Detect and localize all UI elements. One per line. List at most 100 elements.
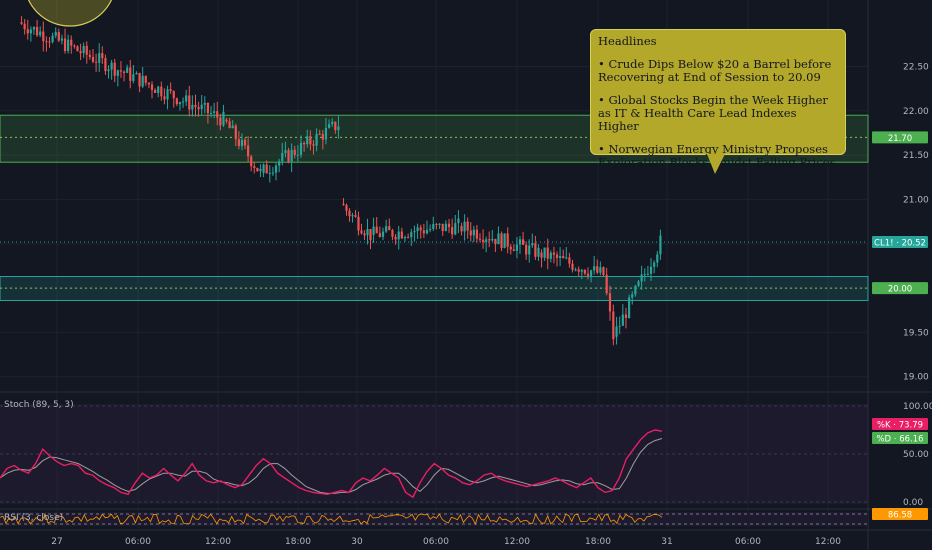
x-tick-label: 12:00 (504, 537, 530, 547)
candle-body (649, 266, 653, 274)
candle-body (147, 82, 151, 85)
x-tick-label: 18:00 (585, 537, 611, 547)
x-tick-label: 30 (351, 537, 363, 547)
rsi-title: RSI (3, close) (4, 513, 63, 523)
price-badge (872, 235, 928, 248)
candle-body (540, 252, 543, 258)
candle-body (509, 246, 512, 250)
candle-body (181, 101, 185, 103)
candle-body (54, 32, 57, 36)
x-tick-label: 06:00 (735, 537, 761, 547)
candle-body (659, 235, 662, 255)
candle-body (45, 41, 48, 43)
candle-body (122, 71, 126, 73)
candle-body (621, 314, 624, 326)
candle-body (150, 84, 154, 90)
candle-body (429, 228, 432, 230)
candle-body (466, 221, 469, 231)
candle-body (318, 133, 321, 135)
candle-body (342, 203, 345, 206)
x-tick-label: 06:00 (423, 537, 449, 547)
candle-body (82, 45, 85, 54)
candle-body (534, 243, 537, 257)
candle-body (605, 274, 608, 294)
candle-body (416, 227, 419, 232)
candle-body (441, 223, 444, 232)
candle-body (175, 98, 178, 105)
candle-body (262, 164, 265, 173)
candle-body (107, 69, 110, 72)
candle-body (76, 46, 79, 52)
candle-body (354, 215, 357, 217)
candle-body (631, 294, 634, 298)
candle-body (315, 133, 318, 146)
candle-body (410, 232, 413, 238)
callout-pointer (707, 154, 725, 174)
candle-body (500, 233, 503, 249)
candle-body (197, 107, 200, 110)
candle-body (555, 254, 559, 258)
x-tick-label: 18:00 (285, 537, 311, 547)
candle-body (381, 231, 385, 237)
candle-body (296, 154, 299, 156)
candle-body (231, 125, 234, 129)
candle-body (640, 274, 643, 282)
candle-body (559, 256, 562, 258)
candle-body (391, 230, 394, 237)
candle-body (454, 223, 457, 235)
candle-body (366, 229, 369, 236)
candle-body (293, 149, 296, 155)
candle-body (191, 104, 194, 110)
candle-body (562, 256, 565, 259)
candle-body (488, 239, 491, 241)
price-candles (20, 0, 662, 346)
rsi-badge (872, 508, 928, 520)
candle-body (29, 29, 32, 34)
candle-body (321, 134, 324, 140)
candle-body (160, 86, 163, 97)
candle-body (357, 216, 360, 231)
candle-body (444, 223, 447, 232)
candle-body (643, 274, 646, 276)
candle-body (51, 35, 54, 42)
candle-body (154, 89, 157, 93)
candle-body (126, 67, 129, 73)
candle-body (271, 172, 275, 174)
price-badge-text: CL1! · 20.52 (874, 238, 926, 248)
candle-body (432, 224, 435, 229)
candle-body (157, 86, 160, 93)
candle-body (425, 229, 429, 234)
candle-body (101, 53, 104, 59)
candle-body (413, 231, 416, 233)
candle-body (32, 27, 36, 30)
candle-body (324, 127, 328, 140)
candle-body (447, 223, 451, 228)
candle-body (219, 117, 222, 126)
candle-body (88, 54, 91, 57)
candle-body (23, 23, 26, 30)
candle-body (515, 244, 519, 251)
candle-body (216, 111, 219, 118)
candle-body (472, 229, 475, 236)
candle-body (334, 121, 337, 131)
candle-body (57, 32, 60, 41)
headlines-callout: Headlines • Crude Dips Below $20 a Barre… (590, 29, 846, 169)
candle-body (537, 247, 540, 257)
candle-body (163, 96, 166, 100)
candle-body (400, 231, 403, 239)
candle-body (624, 314, 628, 318)
candle-body (312, 144, 315, 146)
candle-body (129, 67, 132, 81)
candle-body (394, 236, 397, 240)
price-badge (872, 131, 928, 144)
rsi-line (0, 513, 663, 526)
candle-body (397, 231, 400, 240)
stoch-d-badge (872, 432, 928, 444)
y-tick-label: 21.50 (903, 151, 929, 161)
candle-body (546, 247, 549, 259)
candle-body (166, 89, 169, 100)
rsi-badge-text: 86.58 (888, 511, 912, 521)
candle-body (403, 237, 407, 239)
candle-body (94, 61, 98, 63)
highlight-circle (27, 0, 113, 27)
